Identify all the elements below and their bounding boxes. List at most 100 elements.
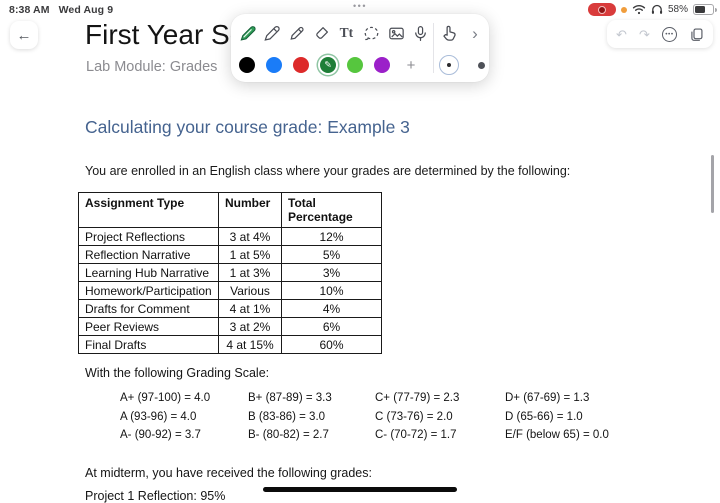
highlighter-tool[interactable] <box>287 22 307 44</box>
more-options-button[interactable]: ••• <box>661 26 677 42</box>
table-cell: 6% <box>281 317 382 336</box>
color-swatch-black[interactable] <box>239 57 255 73</box>
back-button[interactable]: ← <box>10 21 38 49</box>
table-cell: 3% <box>281 263 382 282</box>
table-cell: 1 at 5% <box>218 245 282 264</box>
grading-scale-entry: C+ (77-79) = 2.3 <box>375 392 460 404</box>
assignment-table: Assignment Type Number Total Percentage Pr… <box>78 192 382 354</box>
undo-button[interactable]: ↶ <box>616 26 627 42</box>
pen-tool-selected[interactable] <box>237 22 257 44</box>
table-cell: 3 at 2% <box>218 317 282 336</box>
home-indicator[interactable] <box>263 487 457 492</box>
back-arrow-icon: ← <box>16 26 32 44</box>
edit-actions-bar: ↶ ↷ ••• <box>607 20 713 48</box>
grading-scale-entry: B- (80-82) = 2.7 <box>248 429 329 441</box>
stroke-size-dot-icon <box>447 63 451 67</box>
table-cell: Project Reflections <box>78 227 219 246</box>
pencil-tool[interactable] <box>262 22 282 44</box>
grading-scale-entry: B (83-86) = 3.0 <box>248 410 326 423</box>
table-cell: 3 at 4% <box>218 227 282 246</box>
color-swatch-purple[interactable] <box>374 57 390 73</box>
lasso-tool[interactable] <box>361 22 381 44</box>
color-swatch-blue[interactable] <box>266 57 282 73</box>
privacy-indicator-dot <box>620 6 627 13</box>
table-cell: Peer Reviews <box>78 317 219 336</box>
tool-row: Tt <box>237 20 431 46</box>
toolbar-divider <box>433 23 434 73</box>
scrollbar-thumb[interactable] <box>711 155 714 213</box>
table-header-cell: Number <box>218 192 282 228</box>
record-icon <box>597 5 606 14</box>
table-cell: Final Drafts <box>78 335 219 354</box>
grading-scale: A+ (97-100) = 4.0 B+ (87-89) = 3.3 C+ (77-… <box>120 389 609 445</box>
stroke-size-medium[interactable] <box>478 61 485 69</box>
more-tools-button[interactable]: › <box>465 22 485 44</box>
wifi-icon <box>632 5 646 15</box>
table-header-row: Assignment Type Number Total Percentage <box>78 192 382 228</box>
table-cell: Learning Hub Narrative <box>78 263 219 282</box>
grading-scale-entry: A- (90-92) = 3.7 <box>120 429 201 441</box>
table-row: Reflection Narrative 1 at 5% 5% <box>78 245 382 264</box>
chevron-right-icon: › <box>472 23 478 43</box>
grading-scale-entry: D (65-66) = 1.0 <box>505 410 583 423</box>
color-swatch-light-green[interactable] <box>347 57 363 73</box>
clipped-text-line: Project 1 Reflection: 95% <box>85 489 226 503</box>
table-cell: 5% <box>281 245 382 264</box>
grading-scale-entry: D+ (67-69) = 1.3 <box>505 392 590 404</box>
color-swatch-red[interactable] <box>293 57 309 73</box>
tool-row-secondary: › <box>439 20 485 46</box>
grading-scale-entry: A (93-96) = 4.0 <box>120 410 197 423</box>
table-cell: Homework/Participation <box>78 281 219 300</box>
midterm-label: At midterm, you have received the follow… <box>85 466 372 480</box>
status-bar-right: 58% <box>587 3 717 16</box>
redo-button[interactable]: ↷ <box>638 26 650 42</box>
note-subtitle: Lab Module: Grades <box>86 59 218 75</box>
headphones-icon <box>651 4 663 14</box>
table-cell: 10% <box>281 281 382 300</box>
screen-recording-indicator[interactable] <box>587 3 616 16</box>
text-tool-label: Tt <box>339 25 354 40</box>
grading-scale-entry: B+ (87-89) = 3.3 <box>248 392 332 404</box>
battery-icon <box>693 4 717 15</box>
multitask-dots-handle[interactable]: ••• <box>353 1 367 11</box>
eraser-tool[interactable] <box>312 22 332 44</box>
table-cell: 1 at 3% <box>218 263 282 282</box>
add-color-button[interactable]: + <box>406 56 416 74</box>
table-cell: Drafts for Comment <box>78 299 219 318</box>
grading-scale-entry: A+ (97-100) = 4.0 <box>120 392 211 404</box>
table-row: Drafts for Comment 4 at 1% 4% <box>78 299 382 318</box>
table-cell: 4% <box>281 299 382 318</box>
page-manager-icon[interactable] <box>689 27 704 42</box>
table-header-cell: Total Percentage <box>281 192 382 228</box>
clock: 8:38 AM <box>9 4 50 16</box>
grading-scale-label: With the following Grading Scale: <box>85 366 270 380</box>
image-tool[interactable] <box>386 22 406 44</box>
table-row: Homework/Participation Various 10% <box>78 281 382 300</box>
selected-pen-glyph: ✎ <box>324 59 332 69</box>
hand-gesture-tool[interactable] <box>439 22 459 44</box>
section-heading: Calculating your course grade: Example 3 <box>85 117 410 137</box>
table-row: Project Reflections 3 at 4% 12% <box>78 227 382 246</box>
grading-scale-entry: C (73-76) = 2.0 <box>375 410 453 423</box>
table-cell: 12% <box>281 227 382 246</box>
stroke-size-small-selected[interactable] <box>439 55 459 75</box>
microphone-tool[interactable] <box>411 22 431 44</box>
table-row: Learning Hub Narrative 1 at 3% 3% <box>78 263 382 282</box>
battery-percent: 58% <box>667 4 688 15</box>
grade-table-body: Project Reflections 3 at 4% 12% Reflection … <box>78 227 382 354</box>
table-cell: 60% <box>281 335 382 354</box>
table-cell: Various <box>218 281 282 300</box>
table-cell: 4 at 15% <box>218 335 282 354</box>
grading-scale-entry: E/F (below 65) = 0.0 <box>505 429 609 441</box>
text-tool[interactable]: Tt <box>336 22 356 44</box>
stroke-size-row <box>439 53 485 77</box>
table-row: Peer Reviews 3 at 2% 6% <box>78 317 382 336</box>
grading-scale-entry: C- (70-72) = 1.7 <box>375 429 457 441</box>
status-bar-left: 8:38 AM Wed Aug 9 <box>9 4 122 16</box>
color-swatch-green[interactable]: ✎ <box>320 57 336 73</box>
note-title[interactable]: First Year Se <box>85 19 246 50</box>
date: Wed Aug 9 <box>58 4 114 16</box>
pen-toolbar-popup: Tt › ✎ + <box>231 14 489 82</box>
color-row: ✎ + <box>239 53 419 77</box>
